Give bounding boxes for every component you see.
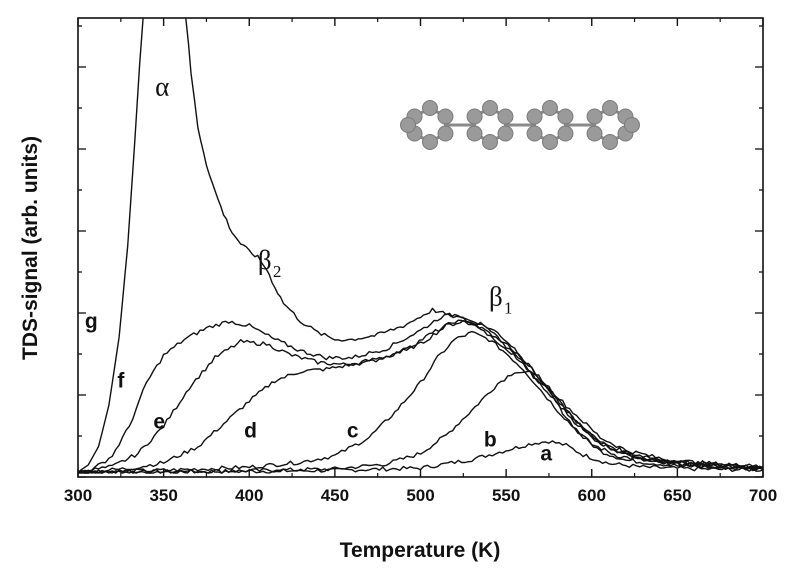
series-label-c: c [347,420,359,443]
atom [586,125,603,142]
x-tick-label: 450 [321,486,349,505]
atom [466,125,483,142]
series-label-b: b [484,429,497,452]
x-tick-label: 650 [663,486,691,505]
atom [400,117,416,133]
peak-label-0: α [155,72,169,102]
series-line-c [78,330,763,474]
x-tick-label: 350 [149,486,177,505]
axis-ticks [77,18,764,478]
atom [482,134,498,150]
x-tick-labels: 300 350 400 450 500 550 600 650 700 [64,486,777,505]
x-axis-title: Temperature (K) [340,539,501,562]
atom [602,100,618,116]
peak-label-sub-2: 1 [504,298,513,317]
atom [497,108,514,125]
atom [422,134,438,150]
peak-label-sub-1: 2 [273,262,282,281]
atom [466,108,483,125]
atom [557,108,574,125]
x-tick-label: 400 [235,486,263,505]
atom [557,125,574,142]
plot-frame [77,17,764,478]
series-label-a: a [540,442,552,465]
series-label-g: g [85,310,98,333]
series-label-d: d [244,420,257,443]
atom [542,100,558,116]
x-tick-label: 600 [578,486,606,505]
x-tick-label: 700 [749,486,777,505]
series-label-f: f [117,369,125,392]
atom [542,134,558,150]
series-line-b [78,370,763,474]
atom [624,117,640,133]
atom [437,108,454,125]
peak-label-2: β [489,281,503,311]
series-line-g [78,18,144,473]
series-group [78,18,763,474]
atom [586,108,603,125]
peak-labels: αβ 2β 1 [155,72,512,318]
atom [422,100,438,116]
atom [602,134,618,150]
series-line-α [185,18,763,469]
atom [526,108,543,125]
series-label-e: e [153,410,165,433]
x-tick-label: 300 [64,486,92,505]
molecule-ring-chain-icon [400,100,640,150]
atom [497,125,514,142]
atom [482,100,498,116]
y-axis-title: TDS-signal (arb. units) [19,136,42,360]
series-line-f [78,313,763,473]
atom [526,125,543,142]
x-tick-label: 550 [492,486,520,505]
atom [437,125,454,142]
series-labels: a b c d e f g [85,310,553,465]
x-tick-label: 500 [406,486,434,505]
series-line-e [78,319,763,474]
peak-label-1: β [258,245,272,275]
